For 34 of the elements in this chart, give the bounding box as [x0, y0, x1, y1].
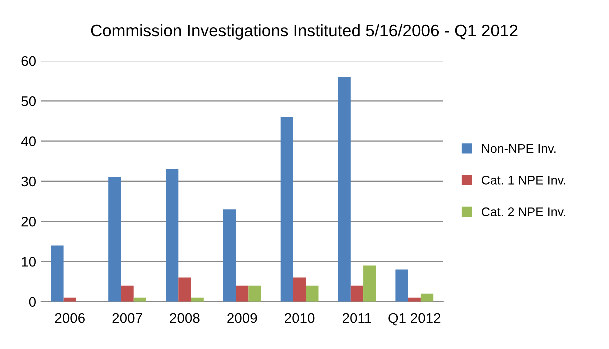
y-tick-label: 60: [22, 56, 36, 66]
legend-label: Cat. 2 NPE Inv.: [482, 208, 566, 216]
bar: [364, 266, 376, 302]
bar: [51, 246, 64, 302]
bar: [223, 210, 236, 302]
legend-label: Non-NPE Inv.: [482, 144, 556, 154]
bar: [248, 286, 262, 302]
bar: [108, 177, 122, 302]
chart-title: Commission Investigations Instituted 5/16/2006 - Q1 2012: [91, 24, 518, 40]
bar: [121, 286, 134, 302]
y-tick-label: 50: [22, 96, 36, 106]
legend-label: Cat. 1 NPE Inv.: [482, 176, 566, 185]
x-tick-label: 2008: [170, 313, 200, 324]
bar: [396, 270, 408, 302]
x-tick-label: 2011: [342, 313, 372, 324]
bar: [293, 278, 306, 302]
x-tick-label: Q1 2012: [388, 313, 441, 326]
bar: [306, 286, 319, 302]
bar: [350, 286, 364, 302]
x-tick-label: 2010: [285, 313, 315, 324]
bar: [280, 117, 294, 302]
x-tick-label: 2006: [55, 313, 85, 324]
bar: [166, 169, 179, 302]
bar: [178, 278, 192, 302]
y-tick-label: 0: [29, 297, 36, 308]
x-tick-label: 2009: [228, 313, 258, 324]
bar: [420, 294, 434, 302]
y-tick-label: 20: [22, 216, 36, 227]
bar: [236, 286, 249, 302]
y-tick-label: 30: [22, 176, 36, 187]
bar: [338, 77, 351, 302]
y-tick-label: 10: [22, 257, 36, 267]
x-tick-label: 2007: [112, 313, 142, 324]
y-tick-label: 40: [21, 136, 36, 147]
